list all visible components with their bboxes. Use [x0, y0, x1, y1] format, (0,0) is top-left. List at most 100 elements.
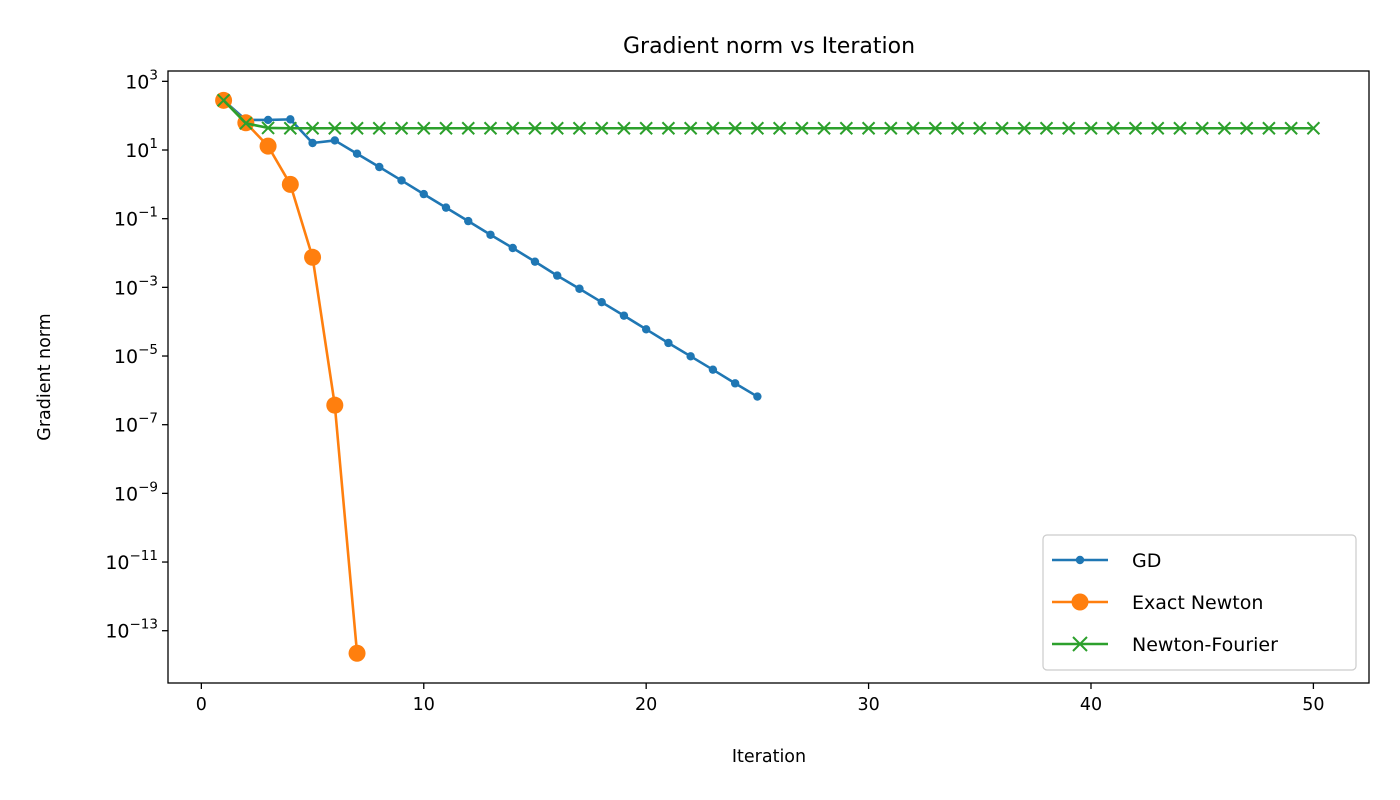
- data-point-gd: [530, 257, 540, 266]
- data-point-gd: [464, 216, 473, 226]
- data-point-newton-fourier: [1039, 121, 1054, 135]
- data-point-gd: [664, 338, 673, 348]
- x-tick-label: 20: [635, 695, 657, 715]
- data-point-newton-fourier: [483, 121, 498, 135]
- data-point-newton-fourier: [394, 121, 409, 135]
- data-point-newton-fourier: [594, 121, 609, 135]
- legend: GD Exact Newton Newton-Fourier: [1042, 534, 1357, 671]
- data-point-newton-fourier: [817, 121, 831, 135]
- data-point-newton-fourier: [528, 121, 542, 135]
- data-point-gd: [330, 136, 340, 145]
- data-point-newton-fourier: [1217, 121, 1232, 135]
- plot-area: [215, 91, 1321, 662]
- data-point-newton-fourier: [550, 121, 564, 135]
- legend-marker: [1075, 555, 1085, 565]
- data-point-newton-fourier: [795, 121, 809, 135]
- x-tick-label: 50: [1302, 695, 1324, 715]
- legend-entry: Newton-Fourier: [1052, 634, 1278, 656]
- x-tick-label: 30: [857, 695, 879, 715]
- data-point-newton-fourier: [1128, 121, 1143, 135]
- data-point-newton-fourier: [772, 121, 787, 135]
- x-tick-label: 0: [196, 695, 207, 715]
- legend-marker: [1071, 593, 1089, 611]
- data-point-newton-fourier: [239, 116, 253, 130]
- data-point-newton-fourier: [1106, 121, 1120, 135]
- y-axis-label: Gradient norm: [35, 313, 55, 440]
- data-point-gd: [263, 115, 273, 125]
- data-point-newton-fourier: [906, 121, 920, 135]
- data-point-gd: [308, 138, 317, 148]
- data-point-exact-newton: [326, 396, 344, 414]
- y-tick-label: 101: [125, 136, 158, 162]
- data-point-newton-fourier: [1284, 121, 1298, 135]
- data-point-newton-fourier: [1062, 121, 1076, 135]
- chart-title: Gradient norm vs Iteration: [623, 34, 915, 59]
- data-point-exact-newton: [348, 644, 366, 662]
- y-tick-label: 10−11: [105, 548, 158, 574]
- data-point-exact-newton: [304, 248, 322, 266]
- legend-entry: Exact Newton: [1052, 592, 1263, 614]
- y-tick-label: 10−9: [114, 479, 158, 505]
- data-point-newton-fourier: [372, 121, 386, 135]
- y-tick-label: 10−1: [114, 205, 158, 231]
- data-point-gd: [597, 297, 606, 307]
- y-tick-label: 10−3: [114, 273, 158, 299]
- data-point-newton-fourier: [1239, 121, 1254, 135]
- series-newton-fourier: [216, 93, 1321, 135]
- data-point-newton-fourier: [750, 121, 765, 135]
- data-point-newton-fourier: [995, 121, 1009, 135]
- data-point-newton-fourier: [1084, 121, 1098, 135]
- y-tick-label: 10−5: [114, 342, 158, 368]
- data-point-newton-fourier: [1195, 121, 1209, 135]
- x-axis-label: Iteration: [732, 747, 806, 767]
- data-point-newton-fourier: [1306, 121, 1321, 135]
- x-tick-label: 10: [413, 695, 435, 715]
- data-point-newton-fourier: [328, 121, 342, 135]
- data-point-newton-fourier: [861, 121, 876, 135]
- y-tick-label: 103: [125, 67, 158, 93]
- x-axis: 0 10 20 30 40 50: [196, 683, 1325, 715]
- data-point-gd: [686, 352, 695, 361]
- data-point-exact-newton: [281, 175, 299, 193]
- data-point-gd: [286, 115, 295, 124]
- data-point-gd: [575, 284, 584, 293]
- data-point-gd: [708, 365, 718, 374]
- legend-label: GD: [1132, 550, 1161, 572]
- data-point-newton-fourier: [839, 121, 854, 135]
- series-line-newton-fourier: [222, 99, 1314, 130]
- data-point-newton-fourier: [617, 121, 631, 135]
- data-point-gd: [486, 230, 495, 239]
- data-point-newton-fourier: [639, 121, 653, 135]
- data-point-gd: [753, 392, 762, 401]
- y-tick-label: 10−7: [114, 411, 158, 437]
- data-point-gd: [553, 271, 562, 280]
- legend-label: Newton-Fourier: [1132, 634, 1278, 656]
- legend-marker: [1072, 636, 1088, 652]
- legend-entry: GD: [1052, 550, 1161, 572]
- data-point-newton-fourier: [884, 121, 898, 135]
- legend-label: Exact Newton: [1132, 592, 1263, 614]
- y-axis: 103 101 10−1 10−3 10−5 10−7 10−9 10−11 10−13: [105, 67, 168, 643]
- data-point-newton-fourier: [950, 121, 965, 135]
- data-point-gd: [441, 203, 451, 212]
- data-point-newton-fourier: [417, 121, 431, 135]
- data-point-gd: [397, 176, 406, 185]
- data-point-newton-fourier: [1151, 121, 1165, 135]
- data-point-gd: [375, 162, 384, 172]
- data-point-newton-fourier: [506, 121, 520, 135]
- data-point-newton-fourier: [1173, 121, 1187, 135]
- data-point-newton-fourier: [261, 121, 275, 135]
- data-point-newton-fourier: [461, 121, 475, 135]
- data-point-newton-fourier: [572, 121, 587, 135]
- y-tick-label: 10−13: [105, 617, 158, 643]
- data-point-gd: [419, 189, 428, 199]
- data-point-gd: [730, 379, 740, 388]
- data-point-gd: [619, 311, 629, 320]
- data-point-newton-fourier: [928, 121, 943, 135]
- data-point-newton-fourier: [1017, 121, 1031, 135]
- series-gd: [219, 96, 762, 401]
- data-point-gd: [352, 149, 362, 158]
- x-tick-label: 40: [1080, 695, 1102, 715]
